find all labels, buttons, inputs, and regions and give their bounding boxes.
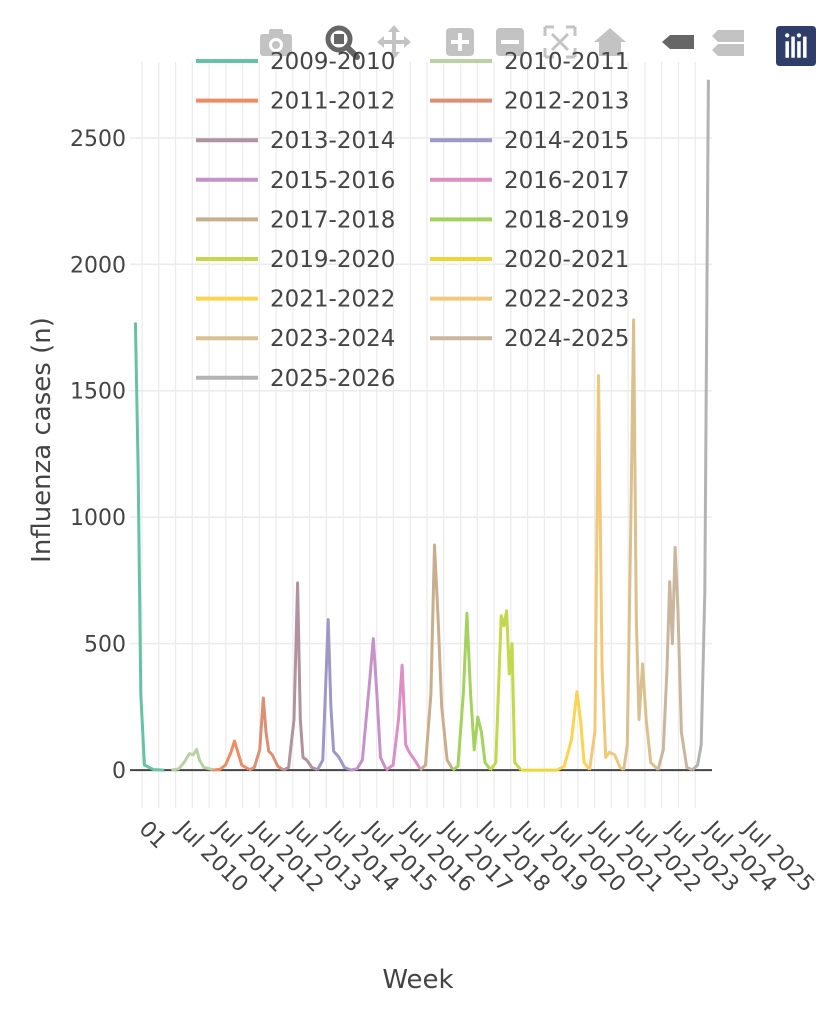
series-line-2018-2019[interactable] [451,611,492,772]
legend-label: 2023-2024 [270,326,395,352]
series-line-2010-2011[interactable] [171,747,214,772]
legend-label: 2022-2023 [504,287,629,313]
legend[interactable]: 2009-2010 2010-2011 2011-2012 2012-2013 2013… [196,49,629,392]
legend-label: 2024-2025 [504,326,629,352]
series-line-2013-2014[interactable] [282,581,318,772]
legend-label: 2021-2022 [270,287,395,313]
series-line-2012-2013[interactable] [248,696,284,772]
series-line-2025-2026[interactable] [691,79,710,772]
grid [130,62,712,808]
legend-item[interactable]: 2016-2017 [430,168,629,194]
legend-item[interactable]: 2019-2020 [196,247,395,273]
legend-label: 2018-2019 [504,207,629,233]
legend-item[interactable]: 2009-2010 [196,49,395,75]
legend-label: 2011-2012 [270,89,395,115]
series-line-2014-2015[interactable] [316,618,351,771]
y-tick-label: 2000 [70,253,126,278]
series-line-2017-2018[interactable] [419,543,454,772]
y-tick-label: 2500 [70,127,126,152]
y-tick-label: 500 [84,633,126,658]
series-line-2019-2020[interactable] [489,609,523,772]
legend-label: 2012-2013 [504,89,629,115]
plot-area[interactable] [133,79,710,772]
y-tick-label: 1000 [70,506,126,531]
legend-item[interactable]: 2011-2012 [196,89,395,115]
x-tick-label: 01 [134,817,171,854]
legend-label: 2014-2015 [504,128,629,154]
series-line-2024-2025[interactable] [656,546,693,771]
series-line-2016-2017[interactable] [385,663,422,772]
legend-label: 2013-2014 [270,128,395,154]
legend-item[interactable]: 2022-2023 [430,287,629,313]
legend-item[interactable]: 2017-2018 [196,207,395,233]
legend-label: 2010-2011 [504,49,629,75]
legend-item[interactable]: 2020-2021 [430,247,629,273]
legend-label: 2015-2016 [270,168,395,194]
legend-item[interactable]: 2014-2015 [430,128,629,154]
y-axis-title: Influenza cases (n) [27,317,57,563]
legend-item[interactable]: 2018-2019 [430,207,629,233]
legend-item[interactable]: 2010-2011 [430,49,629,75]
legend-item[interactable]: 2024-2025 [430,326,629,352]
legend-label: 2020-2021 [504,247,629,273]
y-tick-label: 0 [112,759,126,784]
x-axis-title: Week [382,965,453,995]
series-line-2021-2022[interactable] [556,690,591,772]
legend-label: 2025-2026 [270,366,395,392]
series-line-2022-2023[interactable] [588,374,625,771]
legend-label: 2019-2020 [270,247,395,273]
legend-label: 2017-2018 [270,207,395,233]
legend-label: 2009-2010 [270,49,395,75]
legend-item[interactable]: 2021-2022 [196,287,395,313]
legend-item[interactable]: 2015-2016 [196,168,395,194]
series-line-2023-2024[interactable] [622,318,659,771]
legend-item[interactable]: 2025-2026 [196,366,395,392]
legend-item[interactable]: 2013-2014 [196,128,395,154]
series-line-2011-2012[interactable] [212,739,250,772]
series-line-2015-2016[interactable] [349,637,388,772]
legend-item[interactable]: 2012-2013 [430,89,629,115]
y-axis: 0 500 1000 1500 2000 2500 [70,127,126,784]
series-line-2009-2010[interactable] [133,322,165,772]
legend-label: 2016-2017 [504,168,629,194]
y-tick-label: 1500 [70,380,126,405]
legend-item[interactable]: 2023-2024 [196,326,395,352]
